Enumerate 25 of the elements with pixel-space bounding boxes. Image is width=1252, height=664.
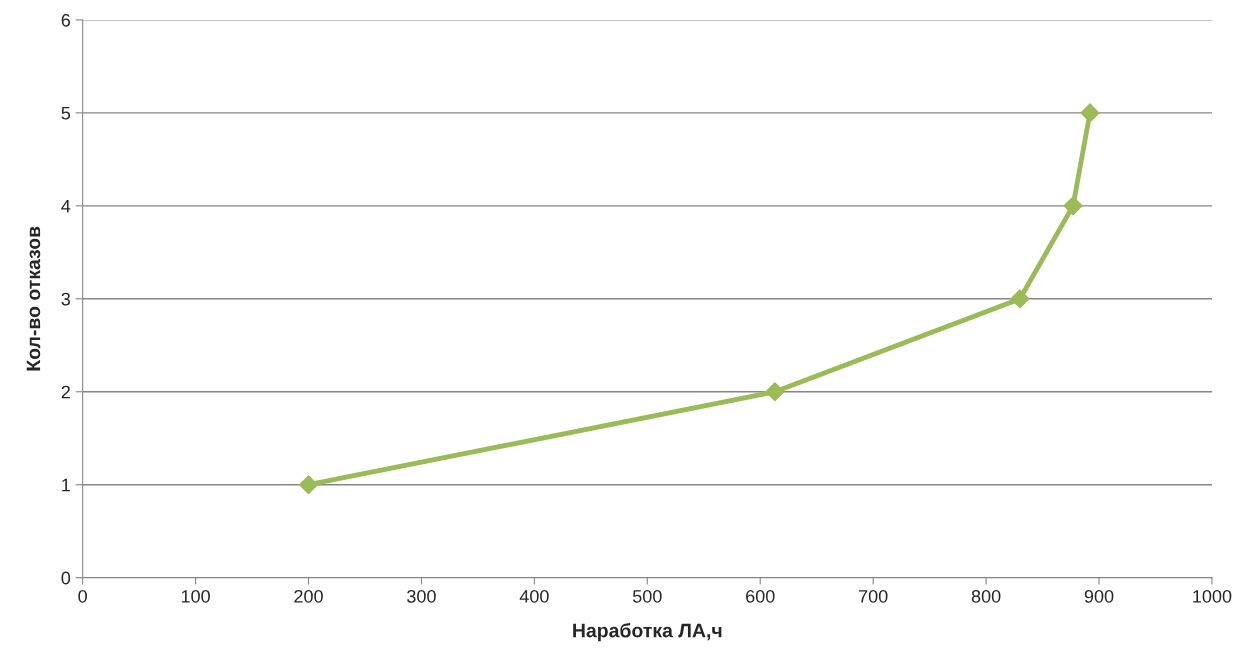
- x-tick-label: 100: [181, 589, 210, 603]
- y-tick-label: 3: [61, 292, 71, 306]
- x-tick-label: 200: [294, 589, 323, 603]
- x-tick-label: 900: [1084, 589, 1114, 603]
- point: [1010, 289, 1030, 309]
- x-tick-label: 500: [632, 589, 662, 603]
- x-axis-title: Наработка ЛА,ч: [573, 622, 722, 642]
- x-tick-label: 800: [971, 589, 1001, 603]
- y-axis-title: Кол-во отказов: [26, 226, 41, 371]
- y-tick-label: 2: [61, 385, 70, 399]
- y-tick-label: 5: [61, 107, 71, 120]
- x-tick-label: 300: [407, 589, 436, 603]
- point: [765, 382, 785, 402]
- y-tick-label: 4: [61, 199, 71, 213]
- x-tick-label: 1000: [1193, 589, 1232, 603]
- point: [1063, 196, 1083, 216]
- y-tick-label: 6: [61, 13, 71, 27]
- point: [298, 475, 319, 495]
- x-tick-label: 0: [78, 589, 87, 603]
- y-tick-label: 0: [61, 571, 71, 585]
- x-tick-label: 700: [859, 589, 888, 603]
- y-tick-label: 1: [62, 478, 70, 492]
- x-tick-label: 600: [746, 589, 775, 603]
- point: [1080, 103, 1100, 123]
- x-tick-label: 400: [519, 589, 549, 603]
